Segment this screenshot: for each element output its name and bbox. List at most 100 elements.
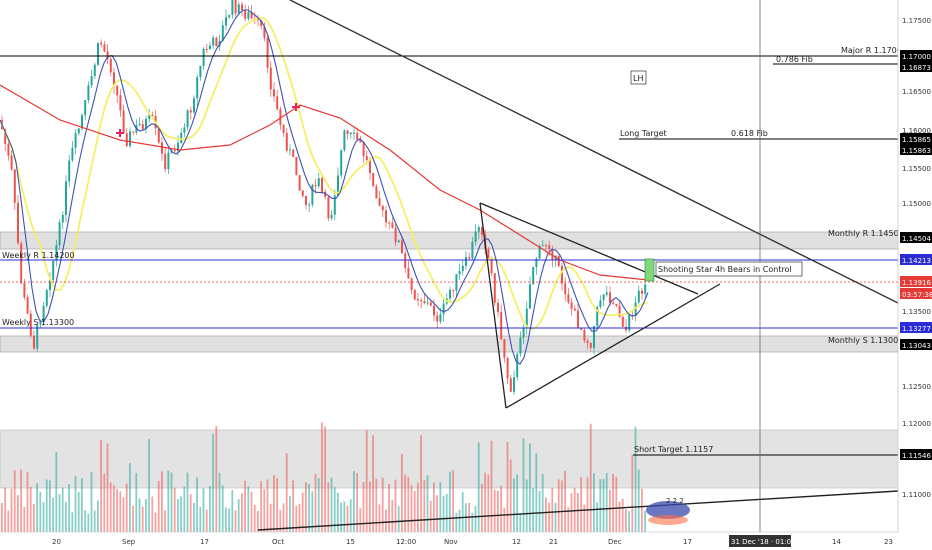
candle bbox=[33, 330, 35, 350]
volume-bar bbox=[356, 473, 358, 532]
volume-bar bbox=[52, 497, 54, 532]
volume-bar bbox=[500, 485, 502, 532]
candle bbox=[71, 141, 74, 162]
volume-bar bbox=[87, 513, 90, 532]
monthly-r-label: Monthly R 1.14500 bbox=[828, 229, 904, 238]
volume-bar bbox=[583, 504, 586, 532]
time-crosshair-badge bbox=[729, 535, 791, 547]
time-axis[interactable]: 20 Sep 17 Oct 15 12:00 Nov 12 21 Dec 17 31 Dec '18 … bbox=[0, 531, 932, 550]
volume-bar bbox=[391, 500, 394, 532]
candle bbox=[420, 297, 423, 309]
candle bbox=[298, 175, 301, 191]
volume-bar bbox=[196, 477, 198, 532]
price-tick-label: 1.16500 bbox=[902, 88, 931, 96]
volume-bar bbox=[189, 494, 192, 532]
candle bbox=[497, 298, 499, 318]
candle bbox=[567, 288, 570, 305]
candle bbox=[77, 128, 80, 136]
candle bbox=[301, 189, 304, 198]
volume-bar bbox=[106, 443, 109, 532]
volume-bar bbox=[346, 506, 349, 532]
volume-bar bbox=[113, 485, 115, 532]
candle bbox=[442, 297, 445, 322]
volume-bar bbox=[212, 433, 214, 532]
volume-bar bbox=[625, 509, 627, 532]
volume-bar bbox=[7, 510, 10, 532]
time-tick-label: 12:00 bbox=[396, 538, 416, 546]
volume-bar bbox=[285, 453, 288, 532]
volume-bar bbox=[177, 498, 179, 532]
candle bbox=[20, 240, 23, 285]
candle bbox=[407, 260, 410, 280]
volume-bar bbox=[429, 500, 432, 532]
volume-bar bbox=[490, 440, 493, 532]
candle bbox=[516, 352, 519, 381]
candle bbox=[109, 55, 112, 77]
candle bbox=[388, 221, 391, 230]
fib-786-label: 0.786 Fib bbox=[776, 55, 813, 64]
candle bbox=[404, 250, 407, 274]
volume-bar bbox=[298, 503, 301, 532]
candle bbox=[215, 36, 218, 47]
candle bbox=[317, 172, 320, 189]
volume-bar bbox=[375, 478, 378, 532]
volume-bar bbox=[561, 480, 563, 532]
volume-bar bbox=[349, 499, 352, 532]
price-tick-label: 1.16000 bbox=[902, 127, 931, 135]
volume-bar bbox=[612, 473, 614, 532]
candle bbox=[458, 263, 461, 281]
price-axis[interactable]: 1.175001.170001.168731.165001.160001.158… bbox=[897, 0, 932, 532]
volume-bar bbox=[183, 486, 186, 532]
volume-bar bbox=[97, 500, 99, 532]
candle bbox=[468, 252, 471, 261]
shooting-star-candle bbox=[644, 258, 655, 282]
price-tick-label: 1.17500 bbox=[902, 17, 931, 25]
volume-bar bbox=[506, 441, 509, 532]
bottom-trendline bbox=[257, 490, 899, 531]
candle bbox=[461, 260, 464, 276]
volume-bar bbox=[1, 503, 3, 532]
volume-bar bbox=[343, 501, 346, 532]
candle bbox=[196, 74, 199, 107]
price-badge bbox=[900, 339, 932, 350]
volume-bar bbox=[330, 477, 333, 532]
volume-bar bbox=[535, 453, 538, 532]
volume-bar bbox=[516, 474, 518, 532]
price-tick-label: 1.13043 bbox=[902, 342, 931, 350]
ma-blue-line bbox=[0, 9, 649, 366]
price-badge bbox=[900, 449, 932, 460]
volume-bar bbox=[93, 510, 96, 532]
volume-bar bbox=[442, 495, 445, 532]
volume-bar bbox=[420, 435, 422, 532]
candle bbox=[625, 319, 627, 333]
price-tick-label: 1.14213 bbox=[902, 257, 931, 265]
candle bbox=[308, 202, 311, 212]
price-tick-label: 1.16873 bbox=[902, 64, 931, 72]
volume-bar bbox=[266, 479, 269, 532]
volume-bar bbox=[452, 470, 454, 532]
volume-bar bbox=[340, 502, 342, 532]
candle bbox=[148, 109, 151, 123]
volume-bar bbox=[586, 477, 589, 532]
major-r-label: Major R 1.1700 bbox=[841, 46, 902, 55]
volume-bar bbox=[353, 471, 355, 532]
volume-bar bbox=[519, 513, 522, 532]
price-badge bbox=[900, 288, 932, 299]
volume-bar bbox=[557, 479, 560, 532]
triangle-lower bbox=[505, 283, 721, 409]
price-tick-label: 1.13916 bbox=[902, 279, 931, 287]
volume-bar bbox=[599, 479, 602, 532]
descending-trendline bbox=[289, 0, 899, 304]
price-tick-label: 1.12500 bbox=[902, 383, 931, 391]
volume-bar bbox=[135, 473, 138, 532]
candle bbox=[321, 176, 323, 195]
volume-bar bbox=[333, 487, 336, 532]
candle bbox=[125, 128, 128, 148]
volume-bar bbox=[247, 486, 250, 532]
volume-bar bbox=[154, 512, 157, 532]
time-tick-label: 17 bbox=[683, 538, 692, 546]
candle bbox=[55, 239, 58, 267]
volume-bar bbox=[449, 471, 451, 532]
time-tick-label: Oct bbox=[272, 538, 284, 546]
